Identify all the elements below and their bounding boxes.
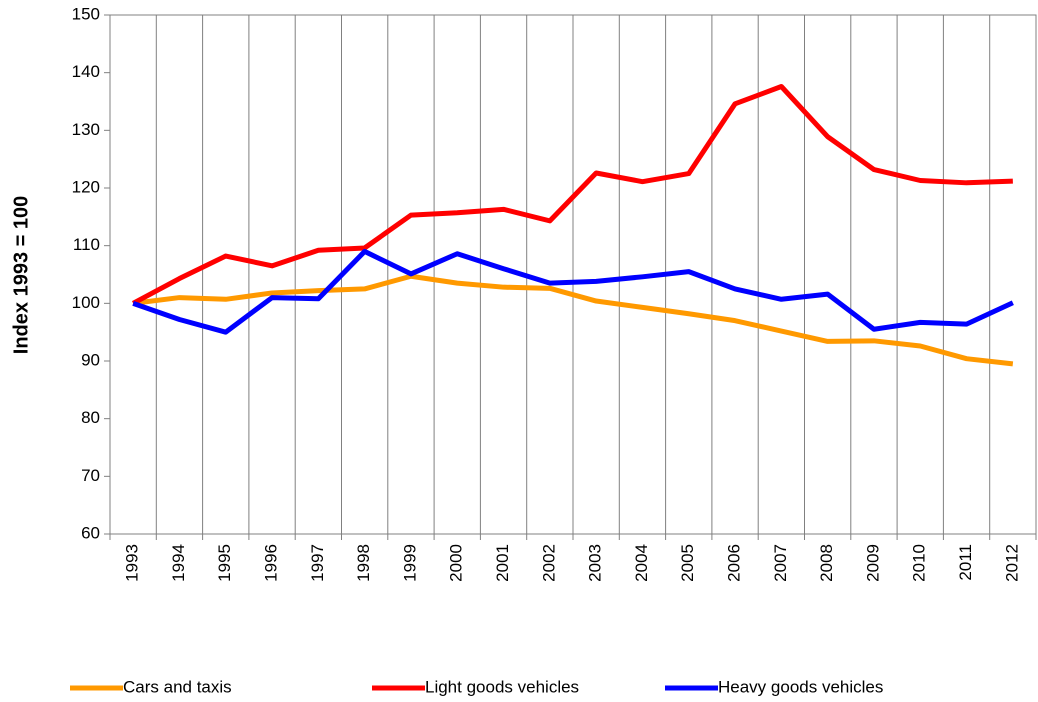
- y-tick-label: 130: [72, 120, 100, 139]
- line-series: [131, 84, 1013, 306]
- y-tick-label: 100: [72, 293, 100, 312]
- y-tick-label: 150: [72, 4, 100, 23]
- line-series: [132, 273, 1014, 367]
- y-tick-label: 110: [73, 235, 100, 254]
- legend-label: Light goods vehicles: [425, 677, 579, 696]
- x-tick-label: 1997: [308, 544, 327, 582]
- x-tick-label: 1998: [354, 544, 373, 582]
- x-tick-label: 2003: [586, 544, 605, 582]
- x-tick-label: 2000: [447, 544, 466, 582]
- x-tick-label: 2011: [956, 544, 975, 581]
- x-tick-label: 1999: [400, 544, 419, 582]
- y-tick-label: 80: [81, 408, 100, 427]
- x-tick-label: 1995: [215, 544, 234, 582]
- y-tick-label: 60: [81, 523, 100, 542]
- x-tick-label: 1996: [262, 544, 281, 582]
- y-tick-label: 140: [72, 62, 100, 81]
- x-tick-label: 2007: [771, 544, 790, 582]
- x-tick-label: 1994: [169, 544, 188, 582]
- x-tick-label: 2005: [678, 544, 697, 582]
- line-series: [132, 248, 1014, 335]
- legend-label: Heavy goods vehicles: [718, 677, 883, 696]
- y-tick-label: 120: [72, 177, 100, 196]
- x-tick-label: 2001: [493, 544, 512, 582]
- x-tick-label: 2002: [539, 544, 558, 582]
- legend-label: Cars and taxis: [123, 677, 232, 696]
- x-tick-label: 2006: [725, 544, 744, 582]
- x-tick-label: 1993: [123, 544, 142, 582]
- y-tick-label: 70: [81, 466, 100, 485]
- x-tick-label: 2010: [910, 544, 929, 582]
- x-tick-label: 2009: [863, 544, 882, 582]
- x-tick-label: 2012: [1002, 544, 1021, 582]
- y-tick-label: 90: [81, 350, 100, 369]
- y-axis-label: Index 1993 = 100: [10, 196, 32, 354]
- x-tick-label: 2004: [632, 544, 651, 582]
- x-tick-label: 2008: [817, 544, 836, 582]
